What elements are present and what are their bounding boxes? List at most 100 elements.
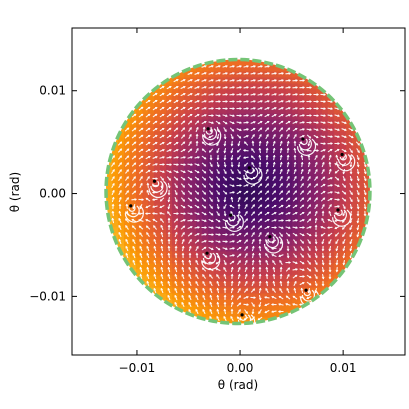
field-arrow-head: [232, 114, 235, 118]
x-tick-label: 0.01: [330, 361, 357, 375]
field-arrow-head: [223, 267, 226, 270]
intensity-cell: [328, 275, 335, 283]
intensity-cell: [304, 269, 311, 277]
intensity-cell: [346, 197, 353, 205]
intensity-cell: [244, 221, 251, 229]
intensity-cell: [238, 275, 245, 283]
intensity-cell: [184, 215, 191, 223]
intensity-cell: [286, 107, 293, 115]
intensity-cell: [352, 215, 359, 223]
field-arrow-head: [169, 155, 172, 159]
intensity-cell: [238, 197, 245, 205]
intensity-cell: [166, 179, 173, 187]
field-arrow-head: [131, 218, 135, 222]
field-arrow-head: [342, 234, 345, 237]
field-arrow-head: [273, 175, 276, 179]
intensity-cell: [172, 149, 179, 157]
intensity-cell: [184, 203, 191, 211]
intensity-cell: [244, 299, 251, 307]
field-arrow-head: [231, 136, 234, 140]
intensity-cell: [220, 311, 227, 319]
intensity-cell: [256, 89, 263, 97]
intensity-cell: [286, 275, 293, 283]
field-arrow-head: [181, 252, 185, 256]
intensity-cell: [256, 305, 263, 313]
intensity-cell: [160, 107, 167, 115]
field-arrow-head: [211, 107, 214, 110]
intensity-cell: [118, 203, 125, 211]
field-arrow-head: [295, 261, 298, 265]
intensity-cell: [316, 287, 323, 295]
intensity-cell: [112, 149, 119, 157]
field-arrow-head: [301, 241, 304, 244]
intensity-cell: [346, 203, 353, 211]
intensity-cell: [142, 263, 149, 271]
field-arrow-head: [315, 197, 318, 200]
field-arrow-head: [230, 308, 234, 312]
field-arrow-head: [307, 161, 311, 165]
field-arrow-head: [302, 261, 305, 265]
intensity-cell: [328, 101, 335, 109]
field-arrow-head: [238, 196, 241, 200]
intensity-cell: [316, 167, 323, 175]
intensity-cell: [322, 167, 329, 175]
intensity-cell: [244, 185, 251, 193]
intensity-cell: [142, 239, 149, 247]
field-arrow-head: [125, 218, 128, 221]
field-arrow-head: [337, 135, 340, 139]
field-arrow-head: [197, 155, 200, 159]
intensity-cell: [214, 89, 221, 97]
intensity-cell: [256, 185, 263, 193]
field-arrow-head: [174, 294, 177, 298]
intensity-cell: [292, 233, 299, 241]
intensity-cell: [292, 275, 299, 283]
field-arrow-head: [224, 262, 227, 266]
intensity-cell: [244, 65, 251, 73]
intensity-cell: [250, 317, 257, 324]
intensity-cell: [208, 107, 215, 115]
intensity-cell: [172, 221, 179, 229]
vector-field-arrows: [111, 64, 367, 324]
intensity-cell: [268, 293, 275, 301]
field-arrow-head: [287, 190, 290, 193]
field-arrow-head: [238, 280, 241, 284]
field-arrow-head: [223, 308, 227, 312]
field-arrow-head: [146, 245, 149, 249]
field-arrow-head: [363, 171, 367, 175]
intensity-cell: [322, 227, 329, 235]
intensity-cell: [280, 191, 287, 199]
field-arrow-head: [301, 255, 304, 258]
intensity-cell: [274, 143, 281, 151]
field-arrow-head: [315, 204, 318, 207]
field-arrow-head: [216, 316, 219, 319]
intensity-cell: [238, 65, 245, 73]
field-arrow-head: [162, 155, 165, 159]
field-arrow-head: [167, 224, 171, 228]
intensity-cell: [334, 125, 341, 133]
field-arrow-head: [181, 245, 185, 249]
intensity-cell: [208, 149, 215, 157]
field-arrow-head: [286, 154, 290, 158]
intensity-cell: [208, 221, 215, 229]
intensity-cell: [142, 167, 149, 175]
intensity-cell: [358, 167, 365, 175]
field-arrow-head: [267, 106, 270, 110]
field-arrow-head: [288, 79, 291, 82]
field-arrow-head: [216, 274, 219, 277]
intensity-cell: [184, 191, 191, 199]
field-arrow-head: [357, 143, 361, 146]
intensity-cell: [268, 83, 275, 91]
field-arrow-head: [169, 170, 172, 174]
intensity-cell: [274, 299, 281, 307]
intensity-cell: [298, 299, 305, 307]
intensity-cell: [214, 305, 221, 313]
field-arrow-head: [181, 280, 184, 284]
field-arrow-head: [252, 238, 255, 242]
intensity-cell: [238, 263, 245, 271]
field-arrow-head: [251, 148, 254, 151]
field-arrow-head: [252, 304, 255, 307]
intensity-cell: [262, 233, 269, 241]
intensity-cell: [226, 155, 233, 163]
intensity-cell: [268, 221, 275, 229]
intensity-cell: [130, 233, 137, 241]
